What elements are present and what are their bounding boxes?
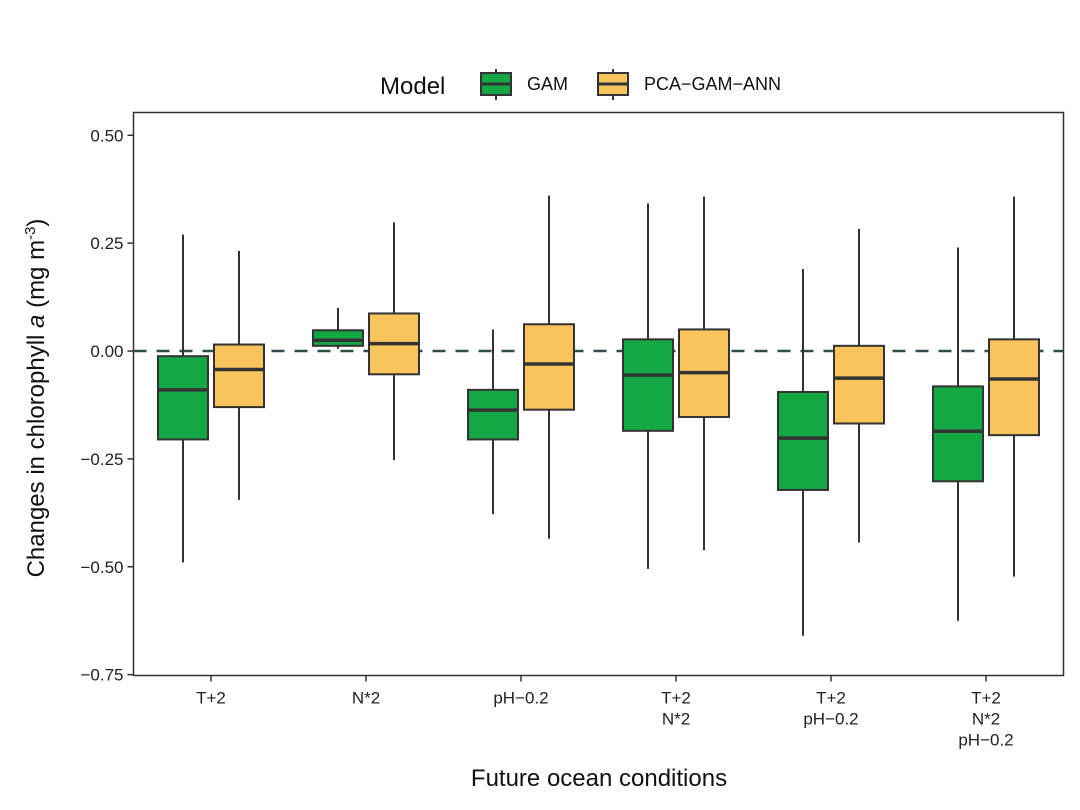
box-gam-0 — [157, 234, 209, 563]
legend-title: Model — [380, 73, 445, 100]
box-iqr — [312, 329, 364, 347]
x-tick-label-line: T+2 — [661, 689, 691, 708]
box-iqr — [213, 343, 265, 409]
x-tick-label: T+2 pH−0.2 — [803, 689, 858, 729]
legend: Model GAM PCA−GAM−ANN — [380, 69, 781, 100]
box-iqr — [932, 385, 984, 483]
y-axis-title-unit: (mg m — [23, 240, 50, 315]
x-tick-label-line: N*2 — [972, 710, 1000, 729]
legend-entry-1: PCA−GAM−ANN — [597, 69, 781, 100]
box-iqr — [988, 338, 1040, 437]
y-axis-title-italic: a — [23, 315, 50, 328]
y-axis-title-prefix: Changes in chlorophyll — [23, 328, 50, 577]
box-iqr — [157, 355, 209, 441]
x-tick-label-line: pH−0.2 — [803, 710, 858, 729]
legend-label: GAM — [527, 74, 568, 94]
box-pcagamann-0 — [213, 250, 265, 500]
x-tick-label: T+2 N*2 — [661, 689, 691, 729]
legend-entry-0: GAM — [480, 69, 568, 100]
box-iqr — [523, 323, 575, 411]
box-gam-1 — [312, 307, 364, 349]
x-tick-label-line: pH−0.2 — [493, 689, 548, 708]
box-pcagamann-1 — [368, 222, 420, 461]
y-tick-label: −0.25 — [80, 450, 123, 469]
box-gam-2 — [467, 329, 519, 515]
legend-label: PCA−GAM−ANN — [644, 74, 781, 94]
x-tick-label-line: pH−0.2 — [958, 731, 1013, 750]
box-iqr — [467, 388, 519, 441]
x-tick-label-line: T+2 — [196, 689, 226, 708]
x-tick-label-line: T+2 — [816, 689, 846, 708]
x-tick-label-line: N*2 — [352, 689, 380, 708]
y-axis-title-close: ) — [23, 219, 50, 227]
x-axis-title: Future ocean conditions — [471, 765, 727, 792]
x-tick-label: N*2 — [352, 689, 380, 708]
x-tick-label: pH−0.2 — [493, 689, 548, 708]
y-axis-title-sup: -3 — [22, 227, 39, 240]
y-tick-label: 0.25 — [90, 234, 123, 253]
x-tick-label: T+2 N*2 pH−0.2 — [958, 689, 1013, 750]
box-iqr — [833, 344, 885, 425]
box-gam-5 — [932, 247, 984, 621]
y-tick-label: −0.50 — [80, 558, 123, 577]
box-iqr — [777, 390, 829, 491]
box-pcagamann-5 — [988, 196, 1040, 577]
box-pcagamann-2 — [523, 195, 575, 539]
x-tick-label: T+2 — [196, 689, 226, 708]
box-gam-3 — [622, 203, 674, 569]
x-tick-label-line: N*2 — [662, 710, 690, 729]
box-iqr — [622, 338, 674, 432]
plot-panel — [132, 111, 1065, 677]
box-pcagamann-4 — [833, 228, 885, 543]
box-pcagamann-3 — [678, 196, 730, 551]
y-axis-title: Changes in chlorophyll a (mg m-3) — [22, 219, 50, 578]
y-tick-label: 0.50 — [90, 126, 123, 145]
y-tick-label: 0.00 — [90, 342, 123, 361]
y-tick-label: −0.75 — [80, 666, 123, 685]
x-tick-label-line: T+2 — [971, 689, 1001, 708]
box-gam-4 — [777, 269, 829, 636]
